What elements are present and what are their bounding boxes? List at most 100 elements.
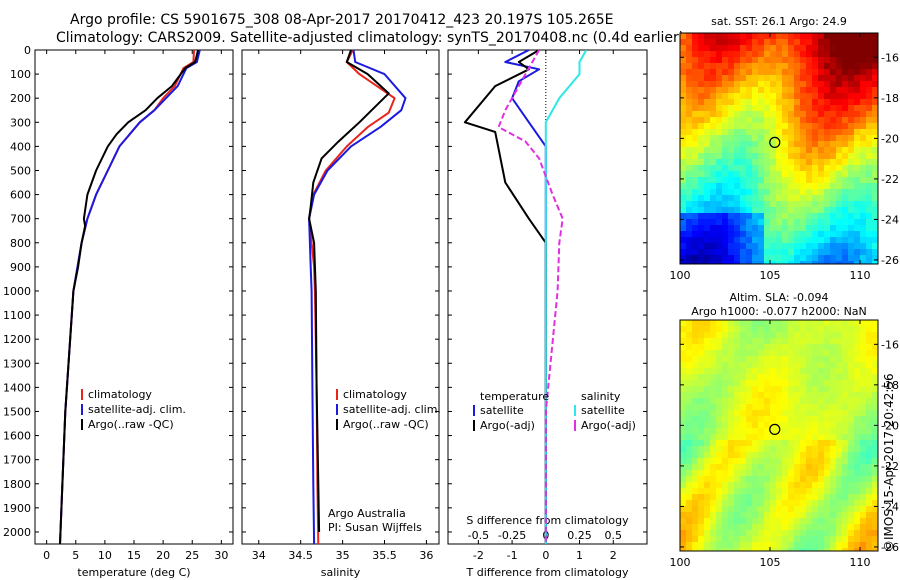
map-cell: [794, 33, 801, 40]
map-cell: [752, 356, 759, 363]
map-cell: [806, 207, 813, 214]
map-cell: [866, 105, 873, 112]
map-cell: [806, 428, 813, 435]
map-cell: [764, 392, 771, 399]
map-cell: [704, 243, 711, 250]
map-cell: [710, 410, 717, 417]
map-cell: [686, 207, 693, 214]
map-cell: [794, 105, 801, 112]
map-cell: [812, 518, 819, 525]
map-cell: [836, 135, 843, 142]
map-cell: [728, 428, 735, 435]
map-cell: [854, 356, 861, 363]
map-cell: [764, 213, 771, 220]
map-cell: [698, 440, 705, 447]
map-cell: [872, 476, 878, 483]
map-cell: [698, 39, 705, 46]
map-cell: [704, 368, 711, 375]
map-cell: [794, 195, 801, 202]
map-cell: [866, 410, 873, 417]
map-cell: [842, 440, 849, 447]
map-cell: [830, 440, 837, 447]
map-cell: [836, 542, 843, 549]
map-cell: [692, 350, 699, 357]
map-cell: [818, 524, 825, 531]
x-tick-label: 20: [156, 549, 170, 562]
map-cell: [734, 344, 741, 351]
y-tick-label: -22: [881, 460, 899, 473]
map-cell: [740, 434, 747, 441]
map-cell: [812, 404, 819, 411]
map-cell: [866, 39, 873, 46]
map-cell: [752, 207, 759, 214]
map-cell: [812, 117, 819, 124]
map-cell: [692, 237, 699, 244]
y-tick-label: 700: [10, 213, 31, 226]
map-cell: [830, 536, 837, 543]
map-cell: [728, 332, 735, 339]
map-cell: [758, 195, 765, 202]
map-cell: [830, 542, 837, 549]
map-cell: [794, 123, 801, 130]
map-cell: [680, 368, 687, 375]
map-cell: [782, 428, 789, 435]
map-cell: [770, 494, 777, 501]
map-cell: [860, 105, 867, 112]
map-cell: [734, 105, 741, 112]
map-cell: [746, 494, 753, 501]
map-cell: [812, 524, 819, 531]
map-cell: [866, 338, 873, 345]
map-cell: [728, 512, 735, 519]
map-cell: [752, 374, 759, 381]
map-cell: [710, 201, 717, 208]
map-cell: [866, 189, 873, 196]
map-cell: [764, 165, 771, 172]
map-cell: [686, 57, 693, 64]
map-cell: [692, 368, 699, 375]
map-cell: [758, 249, 765, 256]
map-cell: [710, 440, 717, 447]
map-cell: [776, 482, 783, 489]
map-cell: [686, 153, 693, 160]
map-cell: [866, 536, 873, 543]
map-cell: [854, 512, 861, 519]
map-cell: [692, 255, 699, 262]
map-cell: [752, 117, 759, 124]
map-cell: [836, 494, 843, 501]
map-cell: [722, 548, 729, 551]
map-cell: [728, 123, 735, 130]
map-cell: [722, 93, 729, 100]
panel-frame: [447, 49, 648, 545]
map-cell: [758, 530, 765, 537]
map-cell: [698, 195, 705, 202]
map-cell: [740, 87, 747, 94]
map-cell: [854, 219, 861, 226]
map-cell: [740, 482, 747, 489]
map-cell: [872, 374, 878, 381]
map-cell: [704, 231, 711, 238]
map-cell: [866, 458, 873, 465]
map-cell: [866, 195, 873, 202]
map-cell: [716, 344, 723, 351]
map-cell: [746, 99, 753, 106]
map-cell: [734, 512, 741, 519]
map-cell: [764, 350, 771, 357]
map-cell: [740, 99, 747, 106]
map-cell: [692, 93, 699, 100]
map-cell: [716, 542, 723, 549]
map-cell: [854, 470, 861, 477]
map-cell: [854, 213, 861, 220]
map-cell: [806, 123, 813, 130]
map-cell: [824, 416, 831, 423]
map-cell: [830, 39, 837, 46]
map-cell: [866, 153, 873, 160]
map-cell: [680, 189, 687, 196]
map-cell: [842, 362, 849, 369]
map-cell: [818, 338, 825, 345]
map-cell: [728, 99, 735, 106]
map-cell: [716, 171, 723, 178]
map-cell: [782, 249, 789, 256]
map-cell: [716, 105, 723, 112]
map-cell: [788, 177, 795, 184]
map-cell: [836, 39, 843, 46]
